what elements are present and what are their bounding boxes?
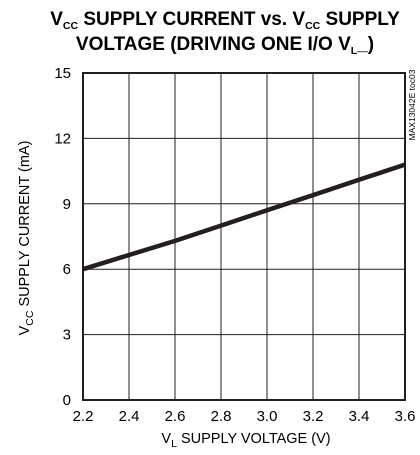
side-note: MAX13042E toc03 <box>407 69 417 140</box>
title-suffix: SUPPLY <box>320 9 400 30</box>
x-tick-label-0: 2.2 <box>73 408 94 425</box>
x-tick-label-7: 3.6 <box>395 408 416 425</box>
title-middle: SUPPLY CURRENT vs. V <box>78 9 305 30</box>
y-tick-labels: 0 3 6 9 12 15 <box>54 65 71 409</box>
y-tick-label-2: 6 <box>63 261 71 278</box>
y-tick-label-3: 9 <box>63 196 71 213</box>
x-tick-label-2: 2.6 <box>165 408 186 425</box>
x-tick-label-5: 3.2 <box>303 408 324 425</box>
y-label-v: V <box>17 325 33 335</box>
x-tick-label-6: 3.4 <box>349 408 370 425</box>
x-tick-labels: 2.2 2.4 2.6 2.8 3.0 3.2 3.4 3.6 <box>73 408 416 425</box>
series-line-0 <box>82 162 406 272</box>
chart-title-line-1: VCC SUPPLY CURRENT vs. VCC SUPPLY <box>50 9 400 32</box>
series-group <box>82 162 406 272</box>
plot-frame <box>82 72 406 401</box>
title2-prefix: VOLTAGE (DRIVING ONE I/O V <box>76 34 351 55</box>
y-tick-label-0: 0 <box>63 392 71 409</box>
y-label-suffix: SUPPLY CURRENT (mA) <box>17 141 33 311</box>
y-tick-label-5: 15 <box>54 65 71 82</box>
y-label-sub: CC <box>24 310 36 326</box>
chart-title-line-2: VOLTAGE (DRIVING ONE I/O VL_) <box>76 34 374 57</box>
x-label-v: V <box>161 431 171 447</box>
x-tick-label-4: 3.0 <box>257 408 278 425</box>
x-tick-label-3: 2.8 <box>211 408 232 425</box>
x-tick-label-1: 2.4 <box>119 408 140 425</box>
x-axis-label: VL SUPPLY VOLTAGE (V) <box>161 431 330 450</box>
x-label-suffix: SUPPLY VOLTAGE (V) <box>177 431 331 447</box>
x-label-sub: L <box>171 438 177 450</box>
title-vcc-sub-2: CC <box>305 20 321 32</box>
title2-suffix: _) <box>356 34 374 55</box>
y-axis-label: VCC SUPPLY CURRENT (mA) <box>17 141 36 336</box>
grid <box>82 72 406 401</box>
y-tick-label-4: 12 <box>54 130 71 147</box>
title-vcc-sub: CC <box>63 20 79 32</box>
y-tick-label-1: 3 <box>63 327 71 344</box>
title2-sub: L <box>351 45 358 57</box>
title-vcc-v: V <box>50 9 63 30</box>
